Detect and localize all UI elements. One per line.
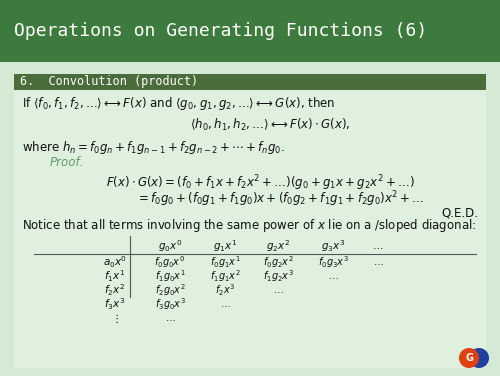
Text: $f_1x^1$: $f_1x^1$ — [104, 268, 126, 284]
Text: $\ldots$: $\ldots$ — [372, 241, 384, 251]
Bar — [14, 74, 486, 368]
Text: $\ldots$: $\ldots$ — [372, 258, 384, 267]
Bar — [14, 74, 486, 90]
Text: $\vdots$: $\vdots$ — [111, 312, 119, 325]
Text: $f_2x^3$: $f_2x^3$ — [215, 283, 235, 298]
Text: Notice that all terms involving the same power of $x$ lie on a /sloped diagonal:: Notice that all terms involving the same… — [22, 217, 476, 235]
Text: $\ldots$: $\ldots$ — [272, 285, 283, 296]
Bar — [0, 62, 500, 74]
Text: $g_2x^2$: $g_2x^2$ — [266, 238, 290, 254]
Text: $= f_0g_0 + (f_0g_1 + f_1g_0)x + (f_0g_2 + f_1g_1 + f_2g_0)x^2 + \ldots$: $= f_0g_0 + (f_0g_1 + f_1g_0)x + (f_0g_2… — [136, 189, 424, 209]
Text: Operations on Generating Functions (6): Operations on Generating Functions (6) — [14, 22, 427, 40]
Text: $f_3x^3$: $f_3x^3$ — [104, 297, 126, 312]
Text: $\ldots$: $\ldots$ — [328, 271, 338, 281]
Text: $f_0g_3x^3$: $f_0g_3x^3$ — [318, 255, 348, 270]
Text: where $h_n = f_0g_n + f_1g_{n-1} + f_2g_{n-2} + \cdots + f_ng_0.$: where $h_n = f_0g_n + f_1g_{n-1} + f_2g_… — [22, 138, 285, 156]
Text: If $\langle f_0, f_1, f_2,\ldots\rangle \longleftrightarrow F(x)$ and $\langle g: If $\langle f_0, f_1, f_2,\ldots\rangle … — [22, 94, 336, 112]
Text: $f_3g_0x^3$: $f_3g_0x^3$ — [154, 297, 186, 312]
Text: $g_1x^1$: $g_1x^1$ — [213, 238, 237, 254]
Text: $a_0x^0$: $a_0x^0$ — [103, 255, 127, 270]
Text: $\ldots$: $\ldots$ — [164, 314, 175, 323]
Text: $f_1g_1x^2$: $f_1g_1x^2$ — [210, 268, 240, 284]
Text: G: G — [465, 353, 473, 363]
Text: $f_2x^2$: $f_2x^2$ — [104, 283, 126, 298]
Text: $F(x)\cdot G(x) = (f_0 + f_1x + f_2x^2 + \ldots)(g_0 + g_1x + g_2x^2 + \ldots)$: $F(x)\cdot G(x) = (f_0 + f_1x + f_2x^2 +… — [106, 173, 414, 193]
Bar — [0, 0, 500, 62]
Text: $\ldots$: $\ldots$ — [220, 299, 230, 309]
Text: $f_0g_1x^1$: $f_0g_1x^1$ — [210, 255, 240, 270]
Text: $f_2g_0x^2$: $f_2g_0x^2$ — [154, 282, 186, 298]
Text: $f_0g_0x^0$: $f_0g_0x^0$ — [154, 255, 186, 270]
Text: Q.E.D.: Q.E.D. — [441, 206, 478, 220]
Circle shape — [469, 348, 489, 368]
Text: 6.  Convolution (product): 6. Convolution (product) — [20, 76, 198, 88]
Text: $g_0x^0$: $g_0x^0$ — [158, 238, 182, 254]
Text: $\langle h_0, h_1, h_2, \ldots\rangle \longleftrightarrow F(x)\cdot G(x),$: $\langle h_0, h_1, h_2, \ldots\rangle \l… — [190, 117, 350, 133]
Text: $f_1g_2x^3$: $f_1g_2x^3$ — [262, 268, 294, 284]
Text: $f_1g_0x^1$: $f_1g_0x^1$ — [154, 268, 186, 284]
Text: Proof.: Proof. — [50, 156, 84, 170]
Circle shape — [459, 348, 479, 368]
Text: $f_0g_2x^2$: $f_0g_2x^2$ — [262, 255, 294, 270]
Text: $g_3x^3$: $g_3x^3$ — [321, 238, 345, 254]
